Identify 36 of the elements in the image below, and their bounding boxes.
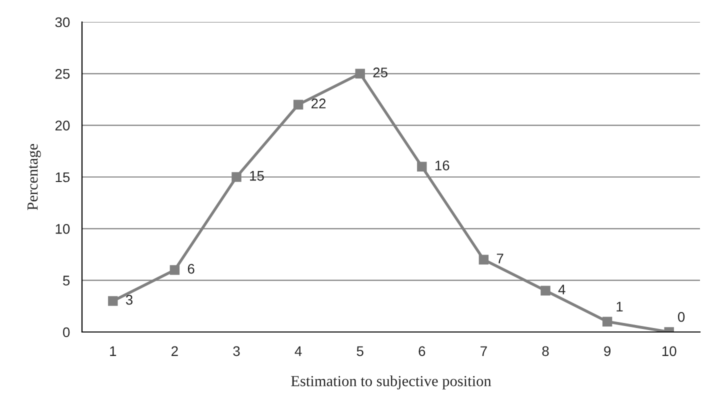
data-label: 0 [678,312,685,322]
y-tick-label: 0 [63,327,70,338]
point [478,254,489,265]
y-tick-label: 25 [55,69,70,79]
x-tick-label: 2 [172,346,178,356]
y-tick-label: 10 [56,224,70,234]
y-tick-label: 20 [55,120,70,131]
point [108,296,118,306]
x-axis-title: Estimation to subjective position [291,376,492,390]
point [232,172,242,182]
y-tick-label: 15 [56,172,70,182]
point [170,265,180,275]
y-axis-title: Percentage [28,144,41,210]
data-label: 16 [435,160,450,170]
x-tick-label: 7 [480,346,487,356]
x-tick-label: 4 [294,346,302,356]
x-tick-label: 3 [233,346,240,356]
data-label: 1 [616,302,623,312]
y-tick-label: 5 [63,276,70,286]
x-tick-label: 8 [542,346,549,356]
y-tick-label: 30 [55,17,70,28]
data-label: 7 [496,254,504,264]
point [602,316,612,327]
x-tick-label: 10 [662,346,676,356]
data-label: 3 [126,294,133,305]
data-label: 22 [312,98,326,108]
x-tick-label: 9 [604,346,611,356]
point [417,162,427,172]
data-label: 4 [558,284,566,294]
point [293,100,304,110]
x-tick-label: 1 [110,346,116,356]
data-label: 6 [188,264,194,274]
point [540,286,550,296]
x-tick-label: 5 [356,346,364,356]
point [355,68,365,79]
x-tick-label: 6 [418,346,426,356]
